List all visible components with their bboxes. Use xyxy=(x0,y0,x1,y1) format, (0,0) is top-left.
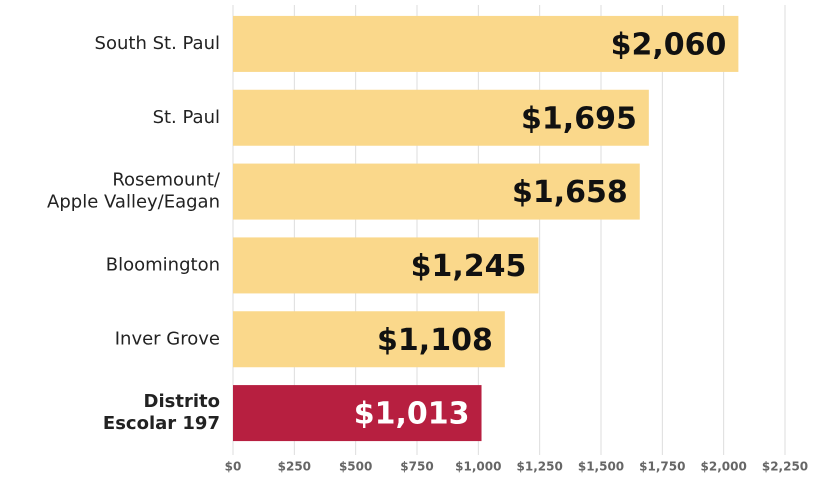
bar xyxy=(233,385,482,442)
value-label: $1,108 xyxy=(377,323,493,358)
x-tick-label: $500 xyxy=(339,460,372,474)
category-label: Rosemount/Apple Valley/Eagan xyxy=(47,170,221,213)
category-label: St. Paul xyxy=(153,107,220,128)
bar xyxy=(233,163,640,220)
value-label: $1,658 xyxy=(512,175,628,210)
bar xyxy=(233,311,505,368)
category-label: Bloomington xyxy=(106,254,220,275)
x-tick-label: $0 xyxy=(225,460,242,474)
bar xyxy=(233,237,539,294)
category-label: South St. Paul xyxy=(95,33,220,54)
x-tick-label: $2,000 xyxy=(701,460,747,474)
x-tick-label: $1,750 xyxy=(639,460,685,474)
x-tick-label: $1,000 xyxy=(455,460,501,474)
category-label: Distrito Escolar 197 xyxy=(103,391,220,434)
value-label: $1,695 xyxy=(521,101,637,136)
x-tick-label: $750 xyxy=(400,460,433,474)
x-tick-label: $250 xyxy=(278,460,311,474)
category-label: Inver Grove xyxy=(115,328,220,349)
bar xyxy=(233,15,739,72)
bar xyxy=(233,89,649,146)
x-tick-label: $2,250 xyxy=(762,460,808,474)
value-label: $1,245 xyxy=(411,249,527,284)
value-label: $2,060 xyxy=(611,27,727,62)
value-label: $1,013 xyxy=(354,397,470,432)
x-tick-label: $1,500 xyxy=(578,460,624,474)
x-tick-label: $1,250 xyxy=(517,460,563,474)
